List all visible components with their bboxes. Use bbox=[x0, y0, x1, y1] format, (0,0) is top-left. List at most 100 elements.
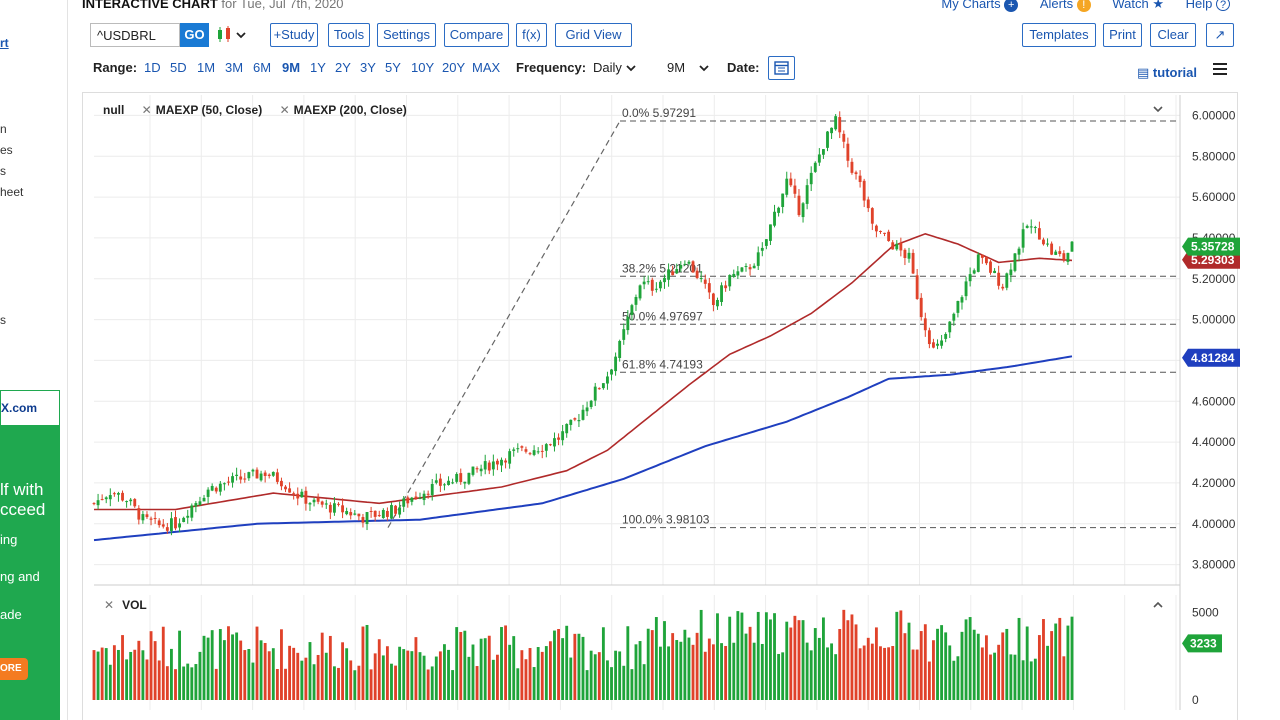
candle-up bbox=[125, 501, 129, 503]
volume-bar-down bbox=[1050, 631, 1054, 700]
range-6m[interactable]: 6M bbox=[253, 60, 272, 75]
candle-up bbox=[1021, 229, 1025, 248]
function-button[interactable]: f(x) bbox=[516, 23, 547, 47]
grid-view-button[interactable]: Grid View bbox=[555, 23, 632, 47]
candle-up bbox=[777, 207, 781, 213]
candle-down bbox=[349, 512, 353, 516]
sidebar-item[interactable]: heet bbox=[0, 185, 24, 199]
study-label-ma50[interactable]: MAEXP (50, Close) bbox=[155, 103, 263, 117]
price-axis: 6.000005.800005.600005.400005.200005.000… bbox=[1192, 108, 1236, 707]
advertisement[interactable]: X.com lf with cceed ing ng and ade ORE bbox=[0, 390, 60, 720]
range-1m[interactable]: 1M bbox=[197, 60, 216, 75]
date-picker-button[interactable] bbox=[768, 56, 795, 80]
range-9m[interactable]: 9M bbox=[282, 60, 301, 75]
candle-down bbox=[524, 449, 528, 452]
candle-up bbox=[830, 127, 834, 134]
sidebar-link[interactable]: rt bbox=[0, 36, 9, 50]
candle-up bbox=[402, 498, 406, 507]
volume-bar-down bbox=[919, 631, 923, 700]
volume-bar-down bbox=[275, 668, 279, 700]
candle-up bbox=[231, 476, 234, 483]
my-charts-link[interactable]: My Charts + bbox=[941, 0, 1019, 12]
help-link[interactable]: Help ? bbox=[1186, 0, 1230, 11]
candle-up bbox=[390, 505, 393, 519]
candle-down bbox=[927, 330, 931, 345]
alerts-link[interactable]: Alerts ! bbox=[1040, 0, 1091, 12]
remove-study-icon[interactable]: ✕ bbox=[141, 103, 152, 117]
clear-button[interactable]: Clear bbox=[1150, 23, 1196, 47]
volume-bar-down bbox=[341, 642, 345, 700]
candle-down bbox=[92, 503, 96, 505]
study-label-ma200[interactable]: MAEXP (200, Close) bbox=[293, 103, 407, 117]
range-5y[interactable]: 5Y bbox=[385, 60, 401, 75]
range-1y[interactable]: 1Y bbox=[310, 60, 326, 75]
tutorial-link[interactable]: ▤ tutorial bbox=[1137, 65, 1197, 80]
candle-up bbox=[675, 269, 679, 274]
range-20y[interactable]: 20Y bbox=[442, 60, 466, 75]
go-button[interactable]: GO bbox=[180, 23, 209, 47]
price-tick-label: 5.80000 bbox=[1192, 149, 1236, 163]
chevron-up-icon[interactable] bbox=[1151, 598, 1165, 612]
candle-up bbox=[491, 461, 495, 470]
period-select[interactable]: 9M bbox=[667, 60, 709, 75]
range-10y[interactable]: 10Y bbox=[411, 60, 435, 75]
candle-down bbox=[866, 199, 870, 209]
chevron-down-icon[interactable] bbox=[1151, 102, 1165, 116]
volume-bar-up bbox=[752, 642, 756, 700]
range-3y[interactable]: 3Y bbox=[360, 60, 376, 75]
volume-bar-down bbox=[870, 643, 874, 700]
print-button[interactable]: Print bbox=[1103, 23, 1142, 47]
candle-up bbox=[251, 469, 255, 472]
watch-link[interactable]: Watch ★ bbox=[1112, 0, 1164, 11]
volume-bar-down bbox=[100, 647, 104, 700]
volume-bar-up bbox=[720, 643, 723, 700]
range-2y[interactable]: 2Y bbox=[335, 60, 351, 75]
candle-down bbox=[227, 481, 230, 483]
plus-icon: + bbox=[1004, 0, 1019, 12]
candle-down bbox=[548, 444, 552, 446]
candle-up bbox=[398, 507, 402, 515]
range-1d[interactable]: 1D bbox=[144, 60, 161, 75]
templates-button[interactable]: Templates bbox=[1022, 23, 1096, 47]
volume-bar-down bbox=[385, 646, 389, 700]
candle-down bbox=[919, 297, 923, 318]
candle-up bbox=[308, 503, 312, 505]
tools-button[interactable]: Tools bbox=[328, 23, 370, 47]
volume-bar-down bbox=[850, 614, 854, 700]
chart-type-dropdown[interactable] bbox=[215, 25, 249, 45]
candle-down bbox=[357, 513, 361, 517]
candle-up bbox=[508, 451, 512, 464]
compare-button[interactable]: Compare bbox=[444, 23, 509, 47]
menu-icon[interactable] bbox=[1212, 62, 1228, 76]
ad-more-button[interactable]: ORE bbox=[0, 658, 28, 680]
volume-bar-up bbox=[663, 621, 666, 700]
candle-up bbox=[638, 285, 642, 299]
sidebar-item[interactable]: n bbox=[0, 122, 7, 136]
range-3m[interactable]: 3M bbox=[225, 60, 244, 75]
symbol-input[interactable] bbox=[90, 23, 180, 47]
frequency-select[interactable]: Daily bbox=[593, 60, 636, 75]
expand-button[interactable]: ↗ bbox=[1206, 23, 1234, 47]
candle-up bbox=[483, 461, 487, 470]
volume-bar-up bbox=[422, 655, 426, 700]
volume-bar-up bbox=[736, 611, 740, 700]
page-title: INTERACTIVE CHART for Tue, Jul 7th, 2020 bbox=[82, 0, 344, 11]
sidebar-item[interactable]: s bbox=[0, 164, 6, 178]
volume-bar-down bbox=[288, 645, 292, 700]
add-study-button[interactable]: +Study bbox=[270, 23, 318, 47]
candle-up bbox=[630, 305, 634, 315]
volume-bar-down bbox=[284, 668, 287, 700]
volume-bar-down bbox=[328, 635, 332, 700]
volume-bar-up bbox=[618, 651, 622, 700]
candle-up bbox=[948, 321, 952, 333]
sidebar-item[interactable]: es bbox=[0, 143, 13, 157]
range-max[interactable]: MAX bbox=[472, 60, 501, 75]
settings-button[interactable]: Settings bbox=[377, 23, 436, 47]
remove-volume-icon[interactable]: ✕ bbox=[104, 598, 115, 612]
volume-bar-up bbox=[585, 670, 589, 700]
price-tick-label: 5.00000 bbox=[1192, 313, 1236, 327]
remove-study-icon[interactable]: ✕ bbox=[279, 103, 290, 117]
sidebar-item[interactable]: s bbox=[0, 313, 6, 327]
range-5d[interactable]: 5D bbox=[170, 60, 187, 75]
